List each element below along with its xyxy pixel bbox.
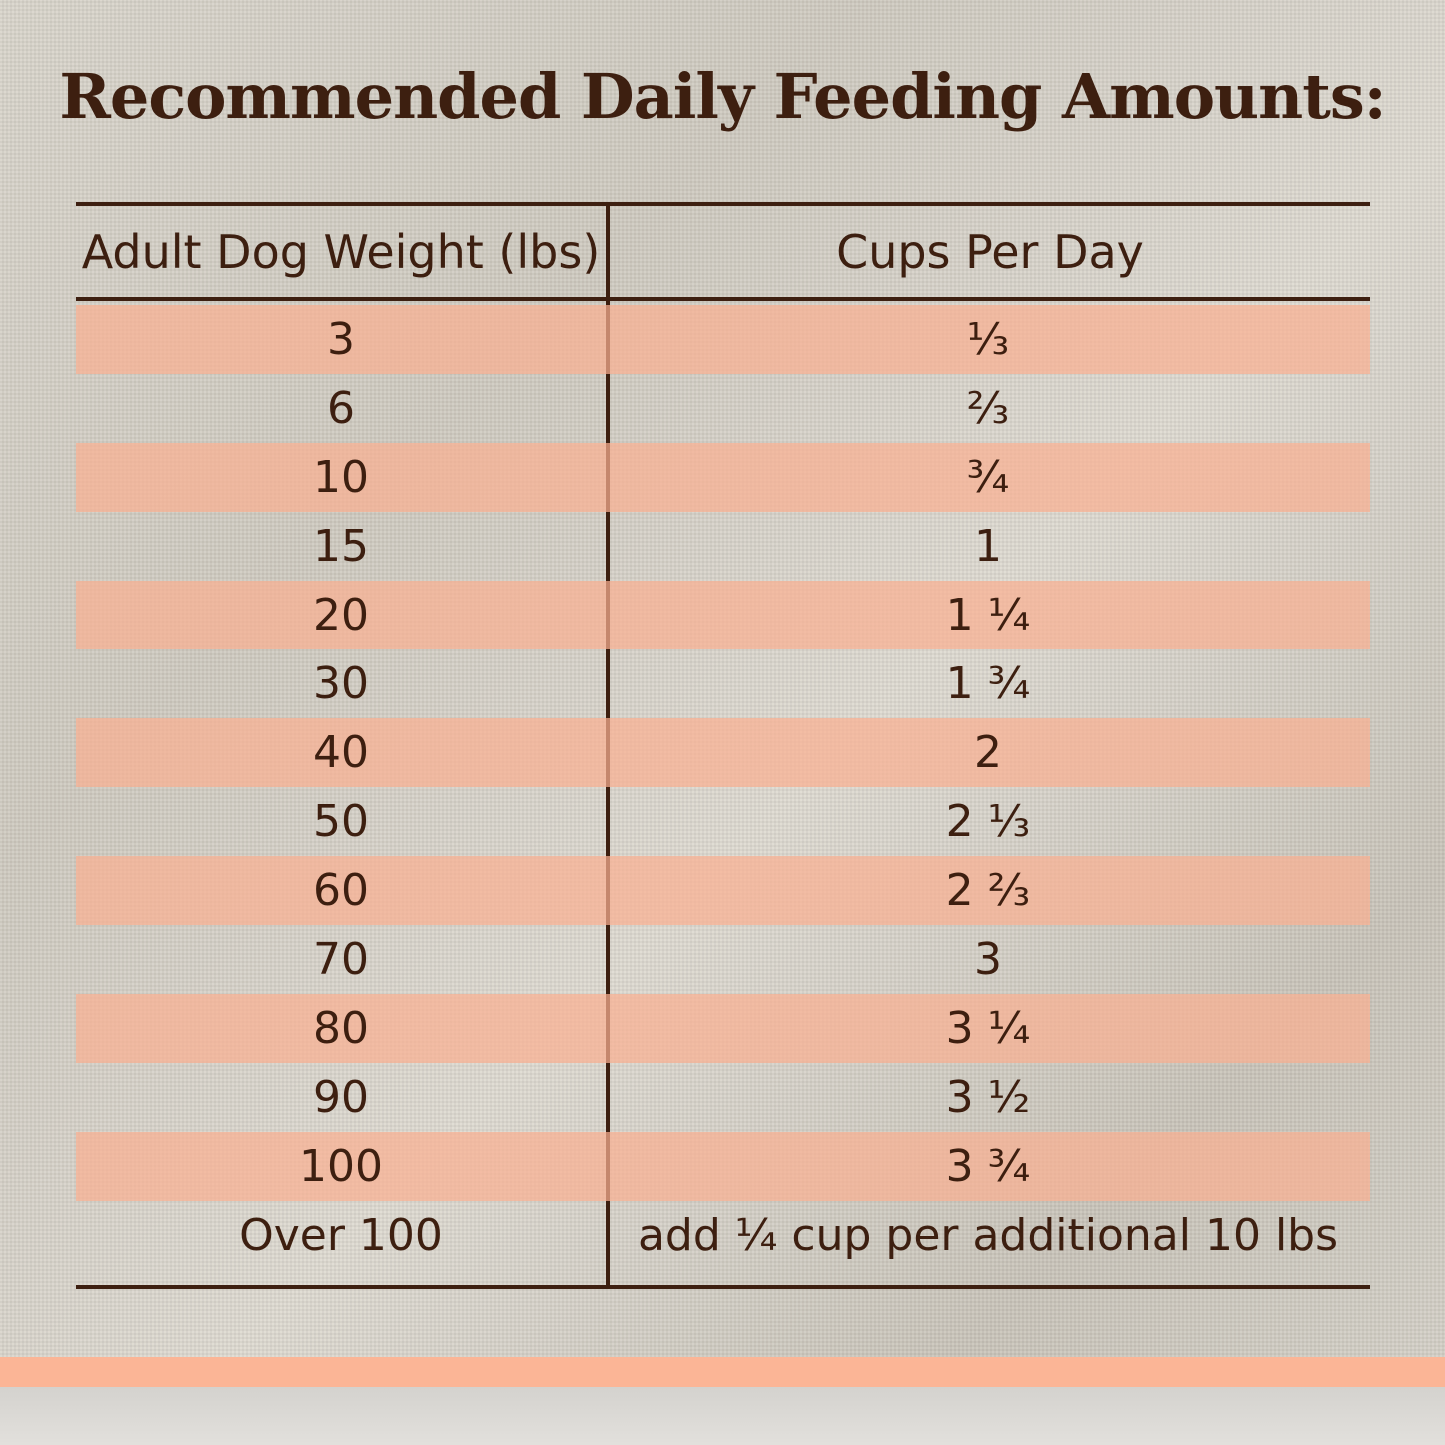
weight-cell: 50 — [313, 796, 369, 848]
row-band — [76, 442, 1370, 512]
weight-cell: 100 — [299, 1140, 383, 1192]
table-row: 80 3 ¼ — [76, 993, 1370, 1063]
table-top-rule — [76, 202, 1370, 206]
cups-cell: 3 ½ — [945, 1071, 1031, 1123]
cups-cell: ⅓ — [966, 313, 1010, 365]
cups-cell: 1 ¾ — [945, 658, 1031, 710]
table-row: 20 1 ¼ — [76, 580, 1370, 650]
cups-cell: 1 ¼ — [945, 589, 1031, 641]
weight-cell: 6 — [327, 382, 355, 434]
weight-cell: 15 — [313, 520, 369, 572]
page-title: Recommended Daily Feeding Amounts: — [59, 60, 1386, 133]
table-bottom-rule — [76, 1285, 1370, 1289]
row-band — [76, 856, 1370, 926]
table-row: 10 ¾ — [76, 442, 1370, 512]
weight-cell: 40 — [313, 727, 369, 779]
table-row: 90 3 ½ — [76, 1063, 1370, 1132]
table-row: 50 2 ⅓ — [76, 787, 1370, 856]
bottom-accent-stripe — [0, 1357, 1445, 1387]
cups-cell: ¾ — [966, 451, 1010, 503]
weight-cell: 90 — [313, 1071, 369, 1123]
cups-cell: 3 ¼ — [945, 1002, 1031, 1054]
table-row: 100 3 ¾ — [76, 1131, 1370, 1201]
table-row: 30 1 ¾ — [76, 649, 1370, 718]
row-band — [76, 580, 1370, 650]
cups-cell: 2 ⅓ — [945, 796, 1031, 848]
row-band — [76, 305, 1370, 374]
table-row: 70 3 — [76, 925, 1370, 994]
table-header-rule — [76, 297, 1370, 301]
weight-cell: 20 — [313, 589, 369, 641]
cups-cell: 3 ¾ — [945, 1140, 1031, 1192]
table-row: 60 2 ⅔ — [76, 856, 1370, 926]
cups-cell: 2 — [974, 727, 1002, 779]
weight-cell: 80 — [313, 1002, 369, 1054]
weight-cell: 3 — [327, 313, 355, 365]
table-row: Over 100 add ¼ cup per additional 10 lbs — [76, 1201, 1370, 1270]
weight-cell: 30 — [313, 658, 369, 710]
weight-cell: 10 — [313, 451, 369, 503]
table-row: 40 2 — [76, 718, 1370, 788]
cups-cell: 1 — [974, 520, 1002, 572]
cups-cell: add ¼ cup per additional 10 lbs — [637, 1209, 1339, 1261]
row-band — [76, 993, 1370, 1063]
table-row: 15 1 — [76, 512, 1370, 581]
row-band — [76, 718, 1370, 788]
bottom-floor-band — [0, 1387, 1445, 1445]
cups-cell: 2 ⅔ — [945, 865, 1031, 917]
weight-column-header: Adult Dog Weight (lbs) — [81, 224, 601, 279]
weight-cell: 60 — [313, 865, 369, 917]
cups-cell: 3 — [974, 933, 1002, 985]
cups-column-header: Cups Per Day — [836, 224, 1144, 279]
row-band — [76, 1131, 1370, 1201]
weight-cell: Over 100 — [239, 1209, 443, 1261]
weight-cell: 70 — [313, 933, 369, 985]
cups-cell: ⅔ — [966, 382, 1010, 434]
